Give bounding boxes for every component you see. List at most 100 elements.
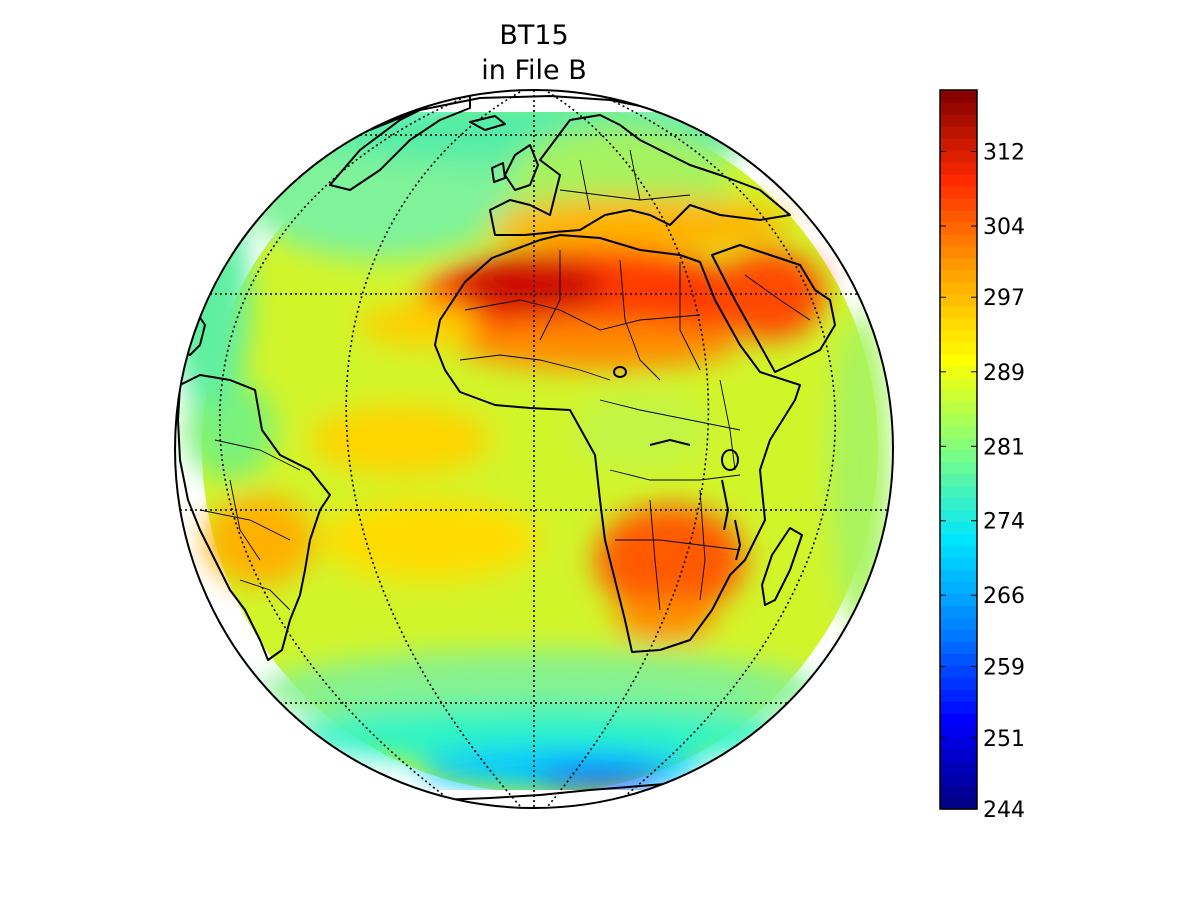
colorbar-block	[940, 473, 977, 487]
no-data-bottom	[175, 790, 893, 808]
colorbar-block	[940, 749, 977, 762]
colorbar-block	[940, 509, 977, 522]
colorbar-block	[940, 593, 977, 606]
field-antarctic-core	[535, 767, 665, 789]
meridian-far-west	[218, 94, 471, 801]
field-south-ocean	[260, 650, 820, 730]
colorbar-tick-label: 281	[983, 435, 1025, 460]
field-atlantic-patch-3	[360, 303, 480, 347]
colorbar-block	[940, 101, 977, 115]
colorbar-block	[940, 521, 977, 534]
colorbar-block	[940, 329, 977, 343]
colorbar-block	[940, 497, 977, 511]
colorbar-block	[940, 773, 977, 786]
colorbar-block	[940, 257, 977, 271]
colorbar-block	[940, 185, 977, 199]
colorbar-block	[940, 701, 977, 714]
colorbar-tick-label: 251	[983, 727, 1025, 752]
colorbar-block	[940, 221, 977, 235]
coast-south-america	[177, 374, 331, 661]
globe-map	[175, 90, 893, 808]
field-east-rim	[830, 310, 890, 630]
field-sahara-core	[455, 257, 605, 313]
coast-arctic	[369, 95, 661, 131]
colorbar-block	[940, 365, 977, 379]
coastlines	[177, 95, 836, 801]
field-mediterranean	[490, 197, 790, 253]
colorbar-block	[940, 353, 977, 367]
colorbar-block	[940, 425, 977, 439]
colorbar-tick-label: 259	[983, 655, 1025, 680]
colorbar-block	[940, 605, 977, 618]
border-southern-africa-2	[649, 499, 661, 611]
colorbar-tick-label: 312	[983, 141, 1025, 166]
border-europe-2	[579, 159, 591, 211]
colorbar-tick-label: 304	[983, 215, 1025, 240]
colorbar-block	[940, 725, 977, 738]
border-central-africa-2	[609, 469, 741, 481]
coast-ireland	[491, 162, 506, 183]
coast-africa	[434, 234, 801, 653]
meridian-west	[345, 91, 521, 807]
border-southern-africa	[615, 539, 741, 551]
colorbar-block	[940, 737, 977, 750]
colorbar-block	[940, 785, 977, 798]
title-line-1: BT15	[499, 20, 568, 51]
colorbar-tick-label: 266	[983, 584, 1025, 609]
border-sahara-4	[679, 262, 701, 371]
colorbar-block	[940, 269, 977, 283]
field-atlantic-patch-2	[320, 500, 540, 580]
colorbar-block	[940, 209, 977, 223]
colorbar-block	[940, 341, 977, 355]
field-arabia	[715, 250, 825, 340]
colorbar-block	[940, 317, 977, 331]
field-southern-africa	[595, 505, 745, 615]
colorbar-block	[940, 533, 977, 546]
border-brazil-3	[199, 509, 291, 541]
colorbar-block	[940, 137, 977, 151]
temperature-field	[175, 90, 893, 808]
colorbar-block	[940, 689, 977, 702]
border-west-africa	[459, 354, 611, 381]
border-sahara-1	[464, 299, 701, 331]
coast-madagascar	[761, 527, 803, 606]
field-atlantic-patch-1	[310, 405, 490, 475]
field-south-africa-tip	[615, 598, 715, 642]
lake-volta	[613, 366, 627, 378]
colorbar-block	[940, 113, 977, 127]
colorbar-tick-label: 289	[983, 361, 1025, 386]
lakes	[613, 366, 741, 561]
border-southern-africa-3	[699, 489, 706, 601]
colorbar-block	[940, 173, 977, 187]
field-south-ocean-2	[290, 705, 790, 765]
colorbar-block	[940, 653, 977, 666]
colorbar-block	[940, 389, 977, 403]
border-arabia	[744, 274, 811, 321]
colorbar-block	[940, 461, 977, 475]
title-line-2: in File B	[481, 55, 586, 86]
colorbar-block	[940, 449, 977, 463]
congo-river	[649, 439, 691, 446]
colorbar-block	[940, 293, 977, 307]
meridian-east	[547, 91, 710, 807]
border-sahara-2	[539, 250, 561, 341]
colorbar-block	[940, 569, 977, 582]
border-europe-1	[559, 189, 691, 201]
field-brazil	[205, 495, 315, 585]
colorbar-block	[940, 245, 977, 259]
coast-greenland	[329, 95, 471, 191]
colorbar-block	[940, 629, 977, 642]
coast-iceland	[469, 115, 506, 131]
colorbar-block	[940, 413, 977, 427]
globe-outline	[174, 89, 894, 809]
colorbar-ticks: 244 251 259 266 274 281 289 297 304 312	[940, 141, 1025, 823]
lake-victoria	[721, 449, 739, 471]
lake-malawi	[734, 519, 741, 561]
border-brazil-4	[239, 579, 291, 611]
colorbar-block	[940, 377, 977, 391]
colorbar-block	[940, 125, 977, 139]
border-central-africa	[599, 399, 741, 431]
field-congo	[570, 390, 710, 470]
colorbar-block	[940, 233, 977, 247]
